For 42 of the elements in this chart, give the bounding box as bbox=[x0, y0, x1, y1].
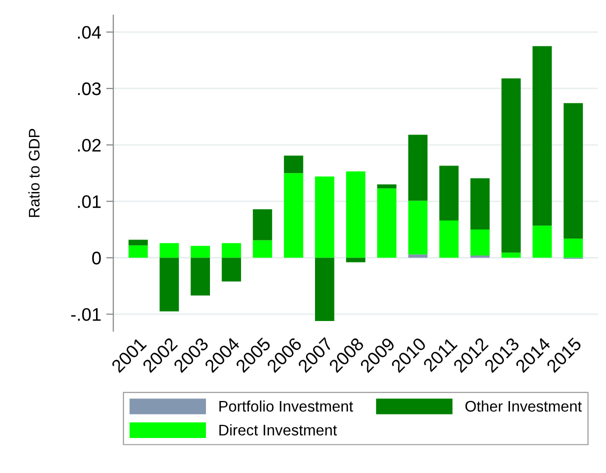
bar bbox=[128, 240, 148, 246]
bar bbox=[315, 258, 334, 321]
bar bbox=[160, 258, 179, 312]
bar bbox=[222, 243, 242, 258]
y-tick-label: .04 bbox=[78, 26, 101, 39]
bar bbox=[564, 238, 583, 258]
y-axis-title: Ratio to GDP bbox=[28, 128, 40, 217]
bar bbox=[190, 258, 210, 296]
bar bbox=[439, 166, 459, 221]
legend-label: Portfolio Investment bbox=[219, 400, 354, 412]
bar bbox=[532, 226, 552, 258]
bar bbox=[408, 134, 428, 201]
bar bbox=[346, 258, 366, 262]
y-tick-label: .02 bbox=[78, 138, 101, 152]
bar bbox=[284, 156, 304, 174]
bar bbox=[532, 46, 552, 226]
bar bbox=[222, 258, 242, 282]
bar bbox=[315, 176, 334, 258]
y-tick-label: .03 bbox=[78, 82, 101, 96]
bar bbox=[160, 243, 179, 258]
bar bbox=[470, 230, 490, 256]
y-tick-label: 0 bbox=[92, 252, 101, 264]
bar bbox=[501, 78, 521, 253]
bar bbox=[284, 173, 304, 258]
bar bbox=[377, 184, 396, 188]
bar bbox=[252, 240, 272, 258]
bar bbox=[470, 255, 490, 258]
bar bbox=[377, 188, 396, 258]
bar bbox=[470, 178, 490, 230]
bar bbox=[252, 209, 272, 240]
bar bbox=[564, 103, 583, 239]
y-tick-label: -.01 bbox=[71, 308, 101, 321]
bar bbox=[439, 220, 459, 258]
y-tick-label: .01 bbox=[78, 195, 101, 208]
bar bbox=[408, 254, 428, 258]
legend-label: Direct Investment bbox=[219, 424, 337, 436]
legend-label: Other Investment bbox=[465, 400, 582, 412]
bar bbox=[346, 171, 366, 258]
bar bbox=[190, 246, 210, 258]
bar bbox=[408, 200, 428, 254]
bar bbox=[128, 245, 148, 258]
bar bbox=[501, 252, 521, 258]
